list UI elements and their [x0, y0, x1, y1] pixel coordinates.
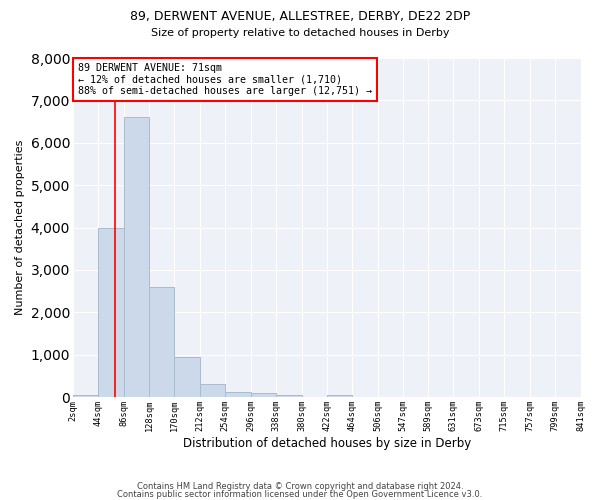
- Text: Contains HM Land Registry data © Crown copyright and database right 2024.: Contains HM Land Registry data © Crown c…: [137, 482, 463, 491]
- X-axis label: Distribution of detached houses by size in Derby: Distribution of detached houses by size …: [182, 437, 471, 450]
- Bar: [175, 357, 200, 397]
- Text: 89, DERWENT AVENUE, ALLESTREE, DERBY, DE22 2DP: 89, DERWENT AVENUE, ALLESTREE, DERBY, DE…: [130, 10, 470, 23]
- Bar: [251, 393, 276, 397]
- Bar: [327, 394, 352, 397]
- Bar: [73, 395, 98, 397]
- Bar: [149, 287, 175, 397]
- Y-axis label: Number of detached properties: Number of detached properties: [15, 140, 25, 316]
- Bar: [200, 384, 226, 397]
- Bar: [226, 392, 251, 397]
- Text: Size of property relative to detached houses in Derby: Size of property relative to detached ho…: [151, 28, 449, 38]
- Text: Contains public sector information licensed under the Open Government Licence v3: Contains public sector information licen…: [118, 490, 482, 499]
- Bar: [98, 228, 124, 397]
- Bar: [276, 394, 302, 397]
- Text: 89 DERWENT AVENUE: 71sqm
← 12% of detached houses are smaller (1,710)
88% of sem: 89 DERWENT AVENUE: 71sqm ← 12% of detach…: [78, 63, 372, 96]
- Bar: [124, 118, 149, 397]
